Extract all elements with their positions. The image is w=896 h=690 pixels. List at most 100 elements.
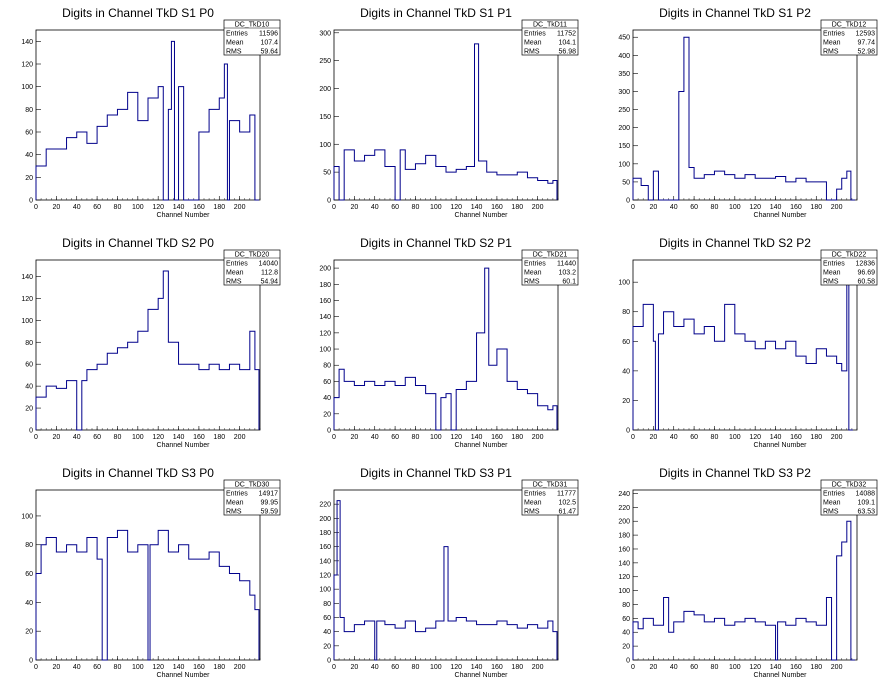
- x-tick-label: 60: [690, 664, 698, 671]
- x-tick-label: 60: [690, 204, 698, 211]
- y-tick-label: 0: [626, 428, 630, 435]
- histogram-title: Digits in Channel TkD S3 P0: [62, 466, 214, 480]
- histogram-panel-8: Digits in Channel TkD S3 P1 0 20 40 60 80 100 1…: [319, 466, 579, 679]
- histogram-panel-2: Digits in Channel TkD S1 P1 0 20 40 60 80 100 1…: [319, 6, 579, 219]
- stats-value: 97.74: [857, 40, 875, 47]
- x-axis-label: Channel Number: [754, 442, 808, 449]
- stats-box: [521, 479, 579, 516]
- stats-key: Mean: [226, 270, 244, 277]
- histogram-title: Digits in Channel TkD S2 P0: [62, 236, 214, 250]
- x-tick-label: 0: [631, 664, 635, 671]
- stats-key: RMS: [823, 279, 839, 286]
- x-tick-label: 20: [649, 204, 657, 211]
- y-tick-label: 160: [618, 546, 630, 553]
- x-tick-label: 40: [371, 204, 379, 211]
- x-tick-label: 160: [193, 664, 205, 671]
- plot-frame: [632, 489, 858, 661]
- x-tick-label: 120: [450, 434, 462, 441]
- y-tick-label: 140: [618, 560, 630, 567]
- stats-value: 14917: [259, 491, 279, 498]
- stats-value: 103.2: [558, 270, 576, 277]
- y-tick-label: 100: [21, 513, 33, 520]
- x-tick-label: 120: [450, 664, 462, 671]
- y-tick-label: 80: [622, 309, 630, 316]
- y-tick-label: 150: [618, 143, 630, 150]
- histogram-title: Digits in Channel TkD S2 P1: [360, 236, 512, 250]
- stats-key: Entries: [226, 261, 248, 268]
- x-tick-label: 160: [790, 204, 802, 211]
- y-tick-label: 80: [25, 340, 33, 347]
- stats-name: DC_TkD11: [533, 22, 567, 29]
- histogram-panel-6: Digits in Channel TkD S2 P2 0 20 40 60 80 100 1…: [618, 236, 878, 449]
- x-tick-label: 20: [52, 204, 60, 211]
- y-tick-label: 400: [618, 53, 630, 60]
- x-tick-label: 80: [114, 664, 122, 671]
- x-tick-label: 40: [73, 204, 81, 211]
- x-axis-label: Channel Number: [754, 212, 808, 219]
- x-tick-label: 100: [729, 664, 741, 671]
- y-tick-label: 300: [319, 30, 331, 37]
- y-tick-label: 0: [29, 658, 33, 665]
- stats-box: [820, 19, 878, 56]
- x-tick-label: 140: [471, 204, 483, 211]
- stats-key: Mean: [524, 270, 542, 277]
- x-tick-label: 140: [471, 664, 483, 671]
- histogram-line: [632, 281, 853, 431]
- stats-box: [223, 479, 281, 516]
- stats-key: RMS: [226, 49, 242, 56]
- stats-key: Entries: [226, 491, 248, 498]
- stats-key: Mean: [823, 270, 841, 277]
- x-tick-label: 100: [132, 434, 144, 441]
- y-tick-label: 100: [319, 587, 331, 594]
- stats-value: 14088: [856, 491, 876, 498]
- y-tick-label: 0: [29, 428, 33, 435]
- y-tick-label: 20: [25, 629, 33, 636]
- x-tick-label: 40: [670, 434, 678, 441]
- x-tick-label: 100: [132, 664, 144, 671]
- x-tick-label: 80: [412, 664, 420, 671]
- y-tick-label: 120: [21, 296, 33, 303]
- y-tick-label: 60: [622, 339, 630, 346]
- y-tick-label: 250: [319, 58, 331, 65]
- x-tick-label: 140: [173, 204, 185, 211]
- histogram-line: [333, 500, 558, 661]
- stats-key: Mean: [524, 500, 542, 507]
- histogram-line: [632, 520, 855, 661]
- y-tick-label: 80: [622, 602, 630, 609]
- x-tick-label: 60: [690, 434, 698, 441]
- y-tick-label: 200: [618, 125, 630, 132]
- stats-key: Entries: [226, 31, 248, 38]
- y-tick-label: 50: [323, 170, 331, 177]
- x-tick-label: 180: [810, 204, 822, 211]
- stats-value: 102.5: [558, 500, 576, 507]
- stats-key: Entries: [823, 261, 845, 268]
- x-axis-label: Channel Number: [754, 672, 808, 679]
- x-tick-label: 180: [511, 434, 523, 441]
- x-tick-label: 100: [430, 204, 442, 211]
- y-tick-label: 60: [323, 379, 331, 386]
- y-tick-label: 0: [29, 198, 33, 205]
- stats-box: [820, 249, 878, 286]
- x-tick-label: 20: [350, 434, 358, 441]
- y-tick-label: 120: [319, 330, 331, 337]
- y-tick-label: 200: [319, 86, 331, 93]
- x-tick-label: 20: [649, 434, 657, 441]
- x-tick-label: 200: [532, 664, 544, 671]
- x-tick-label: 20: [52, 664, 60, 671]
- stats-value: 11777: [557, 491, 576, 498]
- y-tick-label: 140: [319, 314, 331, 321]
- stats-value: 107.4: [260, 40, 278, 47]
- y-tick-label: 240: [618, 491, 630, 498]
- y-tick-label: 120: [21, 62, 33, 69]
- stats-key: RMS: [524, 49, 540, 56]
- stats-value: 96.69: [857, 270, 875, 277]
- y-tick-label: 0: [327, 428, 331, 435]
- histogram-title: Digits in Channel TkD S1 P0: [62, 6, 214, 20]
- x-tick-label: 120: [450, 204, 462, 211]
- x-tick-label: 200: [234, 204, 246, 211]
- y-tick-label: 200: [319, 266, 331, 273]
- y-tick-label: 40: [323, 629, 331, 636]
- x-tick-label: 200: [831, 434, 843, 441]
- x-tick-label: 80: [711, 434, 719, 441]
- histogram-panel-4: Digits in Channel TkD S2 P0 0 20 40 60 80 100 1…: [21, 236, 281, 449]
